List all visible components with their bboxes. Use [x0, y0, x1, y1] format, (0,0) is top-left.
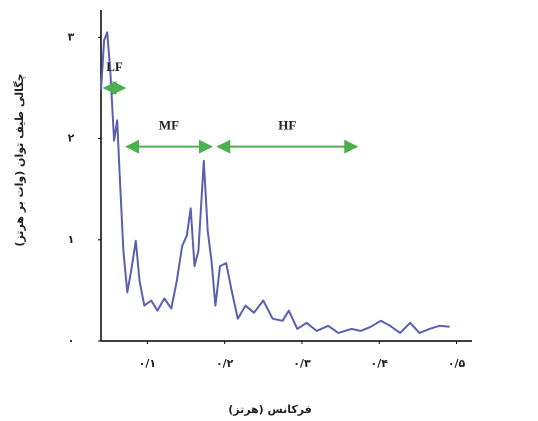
y-tick-label: ۱ — [68, 233, 75, 246]
y-axis-title: چگالی طیف توان (وات بر هرتز) — [13, 73, 26, 246]
x-tick-label: ۰/۳ — [293, 357, 311, 370]
y-tick-label: ۲ — [68, 132, 75, 145]
range-label: HF — [278, 118, 296, 133]
y-tick-label: ۳ — [68, 30, 75, 43]
x-axis-title: فرکانس (هرتز) — [228, 403, 312, 416]
x-tick-label: ۰/۴ — [371, 357, 389, 370]
x-tick-label: ۰/۲ — [216, 357, 234, 370]
line — [100, 31, 450, 334]
x-tick-label: ۰/۱ — [139, 357, 156, 370]
x-tick-label: ۰/۵ — [448, 357, 466, 370]
y-tick-label: ۰ — [68, 334, 75, 347]
range-label: LF — [106, 59, 123, 74]
range-label: MF — [159, 118, 179, 133]
